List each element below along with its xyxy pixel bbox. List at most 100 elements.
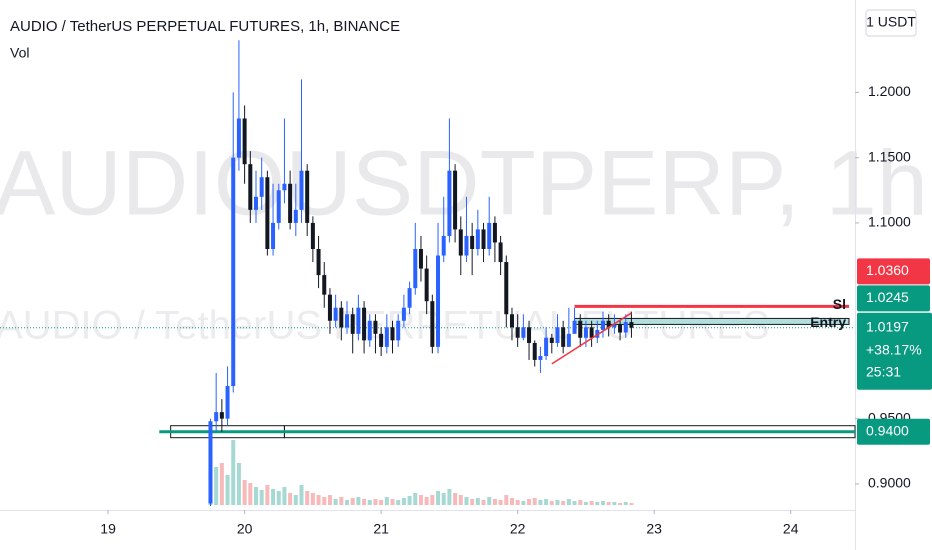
candle-body [413,248,418,289]
volume-bar [288,493,293,505]
volume-bar [339,497,344,505]
candle-body [305,170,310,223]
volume-bar [236,463,241,505]
volume-bar [413,493,418,505]
volume-bar [532,498,537,505]
price-label: 0.9400 [866,422,909,438]
volume-bar [265,485,270,505]
volume-bar [424,497,429,505]
volume-bar [356,497,361,505]
volume-bar [549,501,554,505]
volume-bar [282,487,287,505]
volume-bar [492,499,497,505]
candle-body [333,307,338,321]
candle-body [276,190,281,223]
volume-bar [242,480,247,505]
candle-body [470,235,475,249]
y-tick-label: 1.2000 [868,83,911,99]
volume-bar [362,499,367,505]
volume-bar [384,497,389,505]
volume-bar [276,491,281,505]
candle-body [504,262,509,315]
candle-body [259,177,264,197]
candle-body [424,268,429,302]
volume-bar [555,500,560,505]
candle-body [396,320,401,341]
candle-body [464,235,469,256]
last-change-label: +38.17% [866,341,922,357]
x-tick-label: 21 [373,521,389,537]
volume-bar [316,495,321,505]
volume-bar [515,500,520,505]
volume-bar [629,503,634,505]
volume-bar [612,502,617,505]
currency-box [865,9,917,37]
price-label: 1.0360 [866,262,909,278]
candle-body [248,164,253,210]
candle-body [208,421,213,504]
candle-body [509,314,514,328]
candle-body [367,320,372,341]
volume-bar [259,490,264,505]
volume-bar [390,499,395,505]
candle-body [532,342,537,360]
candle-body [253,196,258,210]
candle-body [288,183,293,223]
candle-body [623,322,628,333]
candle-body [618,324,623,333]
candle-body [350,314,355,334]
trendline [551,312,632,365]
x-tick-label: 22 [510,521,526,537]
volume-bar [299,485,304,505]
candle-body [418,248,423,269]
candle-body [555,327,560,343]
volume-bar [253,487,258,505]
volume-bar [396,500,401,505]
candle-body [401,307,406,321]
volume-bar [418,495,423,505]
last-price-label: 1.0197 [866,318,909,334]
volume-label: Vol [10,45,29,61]
volume-bar [578,500,583,505]
candle-body [356,307,361,334]
volume-bar [498,500,503,505]
candle-body [265,177,270,249]
candle-body [242,118,247,165]
volume-bar [538,500,543,505]
candle-body [538,356,543,360]
candle-body [612,324,617,328]
price-label-box [857,258,930,285]
candle-body [447,170,452,236]
candle-body [316,248,321,276]
volume-bar [595,502,600,505]
watermark-symbol: AUDIOUSDTPERP, 1h [0,132,928,234]
candle-body [390,327,395,341]
volume-bar [453,493,458,505]
chart-title: AUDIO / TetherUS PERPETUAL FUTURES, 1h, … [10,18,400,35]
volume-bar [327,495,332,505]
volume-bar [322,497,327,505]
candle-body [236,118,241,158]
candle-body [549,337,554,343]
price-label-box [857,285,930,312]
volume-bar [566,499,571,505]
volume-bar [464,497,469,505]
volume-bar [350,498,355,505]
candle-body [515,327,520,338]
countdown-label: 25:31 [866,363,901,379]
candle-body [566,333,571,347]
candle-body [345,314,350,328]
candle-body [310,222,315,249]
volume-bar [441,493,446,505]
candle-body [327,294,332,321]
candle-body [379,333,384,347]
volume-bar [447,489,452,505]
candle-body [384,327,389,347]
volume-bar [231,440,236,505]
watermark: AUDIOUSDTPERP, 1h AUDIO / TetherUS PERPE… [0,132,928,347]
x-tick-label: 23 [646,521,662,537]
candle-body [544,337,549,357]
volume-bar [481,500,486,505]
volume-bar [600,501,605,505]
